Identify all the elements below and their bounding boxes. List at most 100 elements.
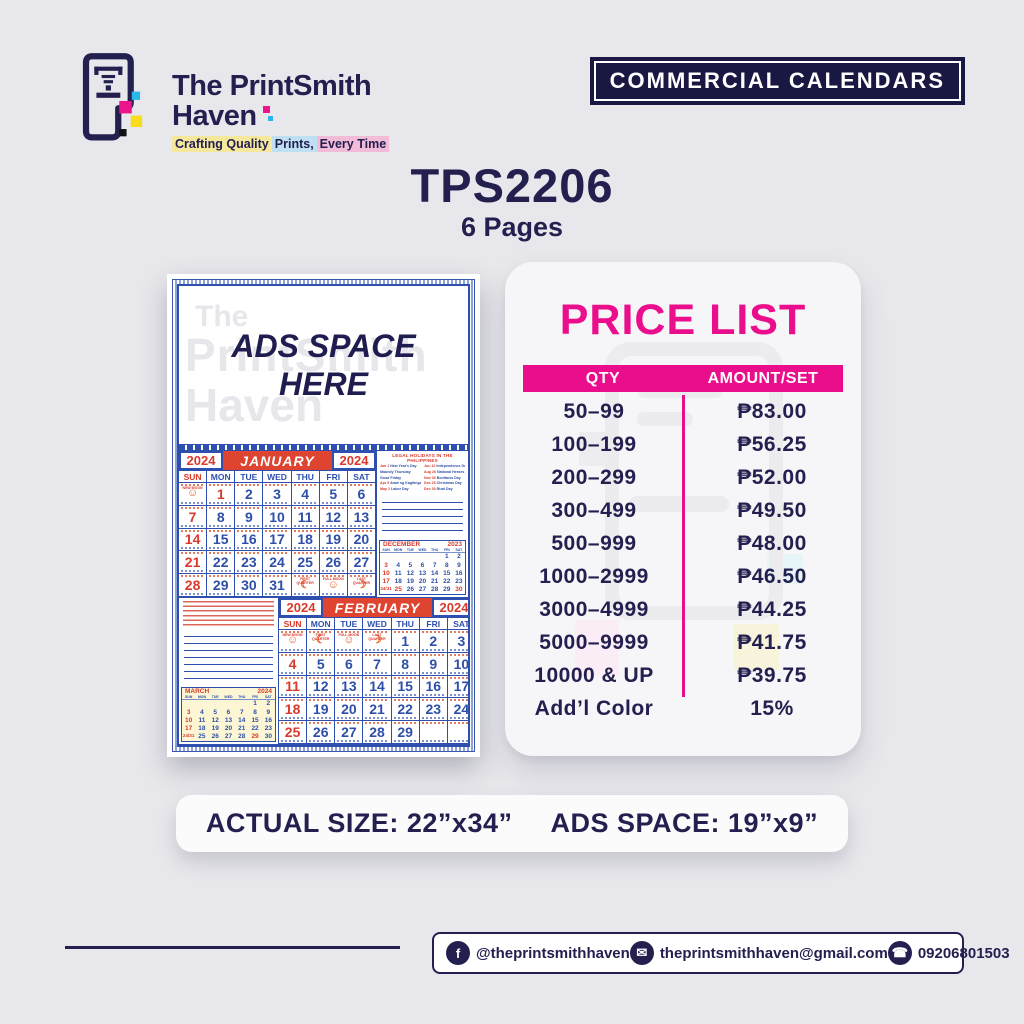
mini-day: 3	[186, 708, 191, 716]
mini-day: 14	[431, 569, 439, 577]
price-amount: ₱52.00	[737, 465, 807, 489]
brand-logo: The PrintSmith Haven Crafting Quality Pr…	[62, 50, 390, 154]
mini-day: 12	[406, 569, 414, 577]
price-row: 5000–9999 ₱41.75	[505, 626, 861, 659]
price-amount: 15%	[750, 696, 794, 720]
price-row: 10000 & UP ₱39.75	[505, 659, 861, 692]
email-address: theprintsmithhaven@gmail.com	[659, 944, 888, 962]
mini-day: 17	[185, 724, 193, 732]
day-cell: 2	[234, 482, 264, 506]
december-mini-calendar: DECEMBER 2023 SUN MON TUE WED THU FRI SAT 1 2 3 4 5 6 7…	[379, 540, 466, 595]
day-cell: 9	[418, 651, 448, 676]
amount-column-header: AMOUNT/SET	[707, 369, 819, 387]
price-row: 100–199 ₱56.25	[505, 428, 861, 461]
day-number: 22	[212, 554, 229, 571]
moon-icon: ☺	[286, 634, 299, 647]
holiday-entry: Dec 30 Rizal Day	[424, 487, 465, 493]
mini-day: 2	[457, 553, 461, 561]
month-header: 2024 FEBRUARY 2024	[279, 598, 468, 617]
day-number: 25	[297, 554, 313, 571]
day-cell: 11	[290, 504, 320, 529]
mini-day: 5	[213, 708, 218, 716]
holiday-date: Jun 12	[424, 464, 437, 468]
day-number: 24	[269, 554, 285, 571]
day-cell: 17	[262, 527, 292, 552]
day-cell: 1	[390, 629, 420, 653]
day-cell: 6	[346, 482, 376, 506]
day-number: 11	[285, 678, 300, 695]
holiday-date: Dec 25	[424, 481, 437, 486]
day-number: 18	[297, 531, 313, 548]
price-row: 500–999 ₱48.00	[505, 527, 861, 560]
mini-weekday: TUE	[406, 548, 414, 553]
price-row: 50–99 ₱83.00	[505, 395, 861, 428]
day-cell: FULL MOON ☺	[318, 573, 348, 597]
brand-tagline: Crafting Quality Prints, Every Time	[172, 136, 390, 153]
day-cell: 13	[346, 504, 376, 529]
price-amount: ₱48.00	[737, 531, 807, 555]
day-cell: 20	[334, 697, 364, 722]
mini-day: 18	[198, 724, 206, 732]
day-cell: 10	[262, 504, 292, 529]
holiday-name: National Heroes Day	[436, 469, 465, 474]
day-cell: 31	[262, 573, 292, 597]
note-lines	[184, 630, 273, 683]
price-qty: 3000–4999	[539, 597, 649, 621]
day-number: 6	[344, 655, 353, 672]
day-cell: 26	[318, 550, 348, 575]
date-grid: NEW MOON ☺ 1 2 3 4 5 6 7 8 9 10 11 12 13 14 15 16 17 18 19 20…	[179, 482, 376, 597]
day-cell: 25	[278, 720, 308, 744]
day-number: 12	[312, 678, 329, 695]
holiday-name: Araw ng Kagitingan	[390, 481, 421, 486]
watermark-text: PrintSmith	[185, 329, 428, 381]
mini-day: 5	[408, 561, 413, 569]
year-box: 2024	[432, 598, 468, 617]
size-info-bar: ACTUAL SIZE: 22”x34” ADS SPACE: 19”x9”	[176, 795, 848, 852]
note-lines	[382, 495, 463, 536]
tagline-segment: Prints,	[271, 136, 317, 153]
day-number: 19	[325, 531, 342, 548]
day-number: 6	[357, 485, 366, 502]
holiday-date: May 1	[380, 487, 391, 491]
mini-day: 25	[198, 732, 206, 740]
price-table-header: QTY AMOUNT/SET	[523, 365, 843, 392]
mini-day: 2	[266, 700, 271, 708]
day-cell: 21	[179, 550, 208, 575]
mini-day: 6	[226, 708, 231, 716]
mini-date-grid: 1 2 3 4 5 6 7 8 9 10 11 12 13 14 15 16 17 18 19 20 21 22 23 24/…	[182, 700, 275, 741]
price-row: 200–299 ₱52.00	[505, 461, 861, 494]
day-number: 13	[341, 678, 357, 695]
march-mini-calendar: MARCH 2024 SUN MON TUE WED THU FRI SAT 1 2 3 4 5 6 7 8 9 1…	[181, 687, 276, 742]
mini-weekday: FRI	[252, 695, 258, 700]
price-qty: 500–999	[551, 531, 637, 555]
moon-phase-label: FULL MOON	[338, 633, 360, 637]
mini-day: 29	[251, 732, 259, 740]
mini-day: 30	[455, 585, 463, 593]
holiday-name: New Year's Day	[390, 464, 417, 468]
holiday-entry: Good Friday	[380, 476, 421, 482]
mini-weekday: WED	[418, 548, 427, 553]
mini-year: 2023	[447, 541, 462, 549]
day-number: 14	[184, 531, 201, 548]
mini-day: 13	[224, 716, 233, 724]
day-number: 20	[341, 701, 357, 718]
mini-day: 21	[431, 577, 439, 585]
holiday-name: Independence Day	[436, 464, 465, 468]
holiday-date: Dec 30	[424, 487, 437, 491]
mini-weekday: FRI	[443, 548, 450, 553]
mini-day: 19	[211, 724, 219, 732]
day-number: 30	[241, 577, 257, 594]
day-cell: 16	[418, 674, 448, 699]
price-table-divider	[682, 395, 685, 697]
price-row: 300–499 ₱49.50	[505, 494, 861, 527]
mini-day: 27	[418, 585, 427, 593]
price-row: Add’l Color 15%	[505, 692, 861, 725]
moon-icon: ☽	[356, 578, 367, 591]
facebook-handle: @theprintsmithhaven	[476, 944, 630, 962]
ads-space-area: The PrintSmith Haven ADS SPACE HERE	[179, 286, 468, 445]
mini-day: 28	[238, 732, 246, 740]
day-cell: 8	[390, 651, 420, 676]
day-cell: 25	[290, 550, 320, 575]
holiday-entry: May 1 Labor Day	[380, 487, 421, 493]
mini-day	[416, 553, 428, 561]
